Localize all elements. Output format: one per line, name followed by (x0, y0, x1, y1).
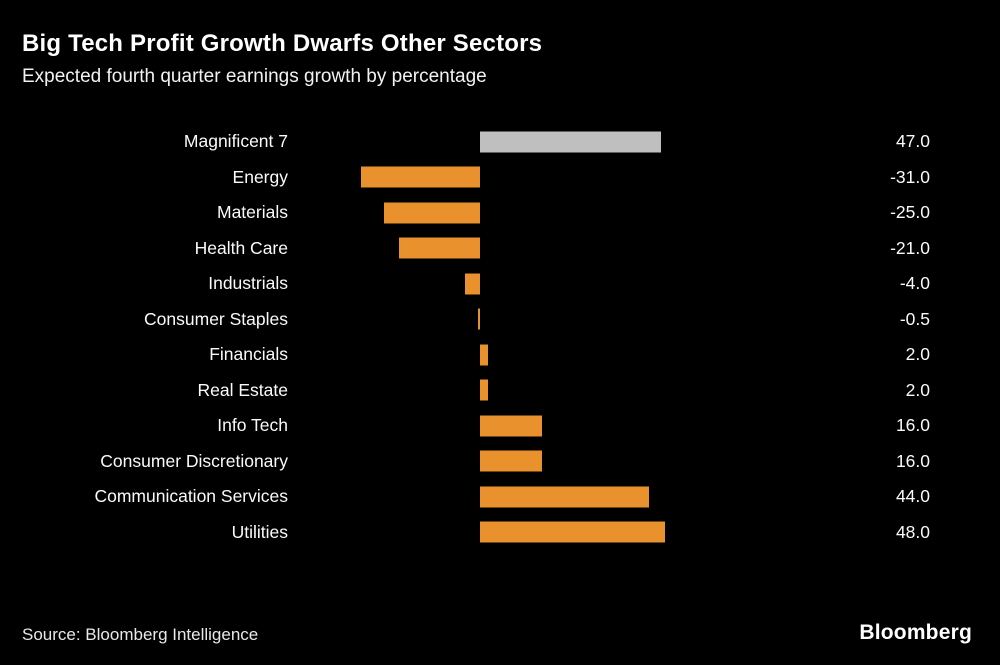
value-label: -25.0 (890, 202, 930, 223)
category-label: Energy (232, 166, 288, 187)
value-bar (360, 166, 480, 188)
chart-title: Big Tech Profit Growth Dwarfs Other Sect… (22, 30, 543, 57)
value-bar (480, 486, 650, 508)
bar-row: Utilities 48.0 (0, 515, 1000, 551)
value-label: -31.0 (890, 166, 930, 187)
bar-row: Materials -25.0 (0, 195, 1000, 231)
bar-zone (288, 373, 780, 409)
value-bar (480, 379, 488, 401)
bar-row: Magnificent 7 47.0 (0, 124, 1000, 160)
value-label: 16.0 (895, 415, 930, 436)
category-label: Materials (217, 202, 288, 223)
chart-header: Big Tech Profit Growth Dwarfs Other Sect… (22, 30, 978, 88)
bar-zone (288, 195, 780, 231)
source-note: Source: Bloomberg Intelligence (22, 625, 259, 644)
value-label: -0.5 (899, 308, 930, 329)
value-label: 44.0 (895, 486, 930, 507)
bar-zone (288, 302, 780, 338)
bar-row: Health Care -21.0 (0, 231, 1000, 267)
value-bar (478, 308, 480, 330)
category-label: Utilities (231, 521, 288, 542)
bar-zone (288, 444, 780, 480)
category-label: Magnificent 7 (183, 131, 288, 152)
bar-zone (288, 337, 780, 373)
value-label: 48.0 (895, 521, 930, 542)
value-label: 2.0 (905, 344, 930, 365)
bar-zone (288, 160, 780, 196)
value-bar (480, 344, 488, 366)
value-label: 2.0 (905, 379, 930, 400)
bar-zone (288, 408, 780, 444)
bar-row: Info Tech 16.0 (0, 408, 1000, 444)
value-bar (383, 202, 480, 224)
bar-zone (288, 479, 780, 515)
category-label: Financials (209, 344, 288, 365)
value-bar (480, 521, 665, 543)
bar-row: Consumer Discretionary 16.0 (0, 444, 1000, 480)
category-label: Communication Services (94, 486, 288, 507)
value-label: 16.0 (895, 450, 930, 471)
value-bar (480, 131, 661, 153)
category-label: Info Tech (217, 415, 288, 436)
bloomberg-logo: Bloomberg (859, 621, 972, 644)
category-label: Real Estate (197, 379, 288, 400)
value-bar (480, 450, 542, 472)
bar-row: Financials 2.0 (0, 337, 1000, 373)
category-label: Health Care (194, 237, 288, 258)
category-label: Consumer Staples (144, 308, 288, 329)
bar-row: Industrials -4.0 (0, 266, 1000, 302)
bar-row: Real Estate 2.0 (0, 373, 1000, 409)
value-bar (464, 273, 480, 295)
bar-zone (288, 266, 780, 302)
bar-zone (288, 231, 780, 267)
value-label: -4.0 (899, 273, 930, 294)
value-bar (399, 237, 480, 259)
category-label: Consumer Discretionary (100, 450, 288, 471)
bar-row: Energy -31.0 (0, 160, 1000, 196)
value-bar (480, 415, 542, 437)
category-label: Industrials (208, 273, 288, 294)
chart-subtitle: Expected fourth quarter earnings growth … (22, 66, 487, 87)
bar-chart: Magnificent 7 47.0 Energy -31.0 Materials -25… (0, 124, 1000, 550)
value-label: -21.0 (890, 237, 930, 258)
chart-footer: Source: Bloomberg Intelligence Bloomberg (22, 621, 972, 645)
bar-zone (288, 515, 780, 551)
bar-zone (288, 124, 780, 160)
value-label: 47.0 (895, 131, 930, 152)
bar-row: Communication Services 44.0 (0, 479, 1000, 515)
bar-row: Consumer Staples -0.5 (0, 302, 1000, 338)
